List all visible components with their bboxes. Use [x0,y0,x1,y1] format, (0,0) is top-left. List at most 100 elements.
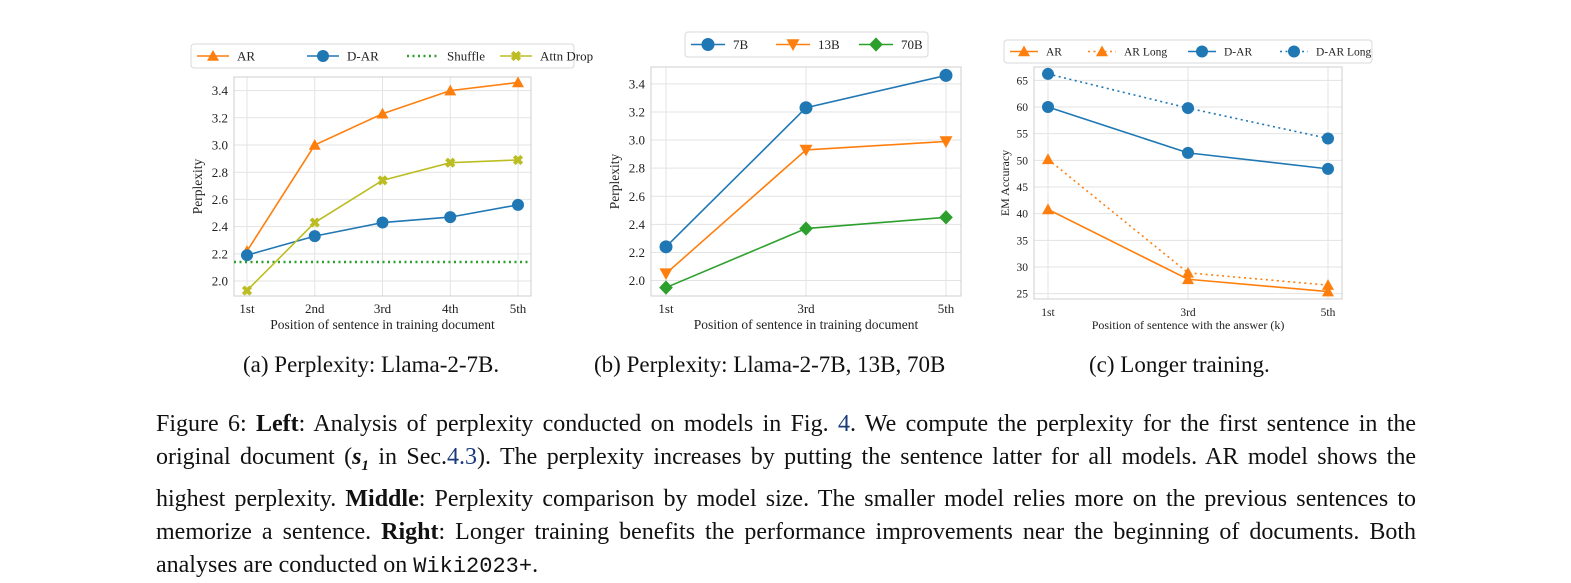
caption-text: . We compute the perplexity for the firs… [156,411,1417,470]
y-tick-label: 2.8 [212,165,228,180]
y-tick-label: 3.4 [212,83,229,98]
legend-marker [701,38,715,51]
y-tick-label: 2.4 [629,217,646,232]
legend-label: 7B [733,37,749,52]
series-d-ar [1042,101,1334,175]
data-point [659,280,673,295]
legend-label: D-AR [1224,47,1252,59]
x-tick-label: 2nd [305,301,325,316]
data-point [376,107,389,119]
legend-marker [1196,45,1208,58]
chart-3: 25 30 35 40 45 50 55 60 65 1st 3rd 5th Position of s… [998,39,1373,332]
data-point [1042,203,1054,215]
caption-text: . [532,551,539,578]
y-tick-label: 55 [1017,129,1029,141]
data-point [799,221,813,236]
figure-charts: 2.0 2.2 2.4 2.6 2.8 3.0 3.2 3.4 1st 2nd 3rd 4th 5th P… [190,31,1373,332]
legend-label: D-AR Long [1316,47,1372,59]
caption-text: : Perplexity comparison by model size. T… [156,485,1417,545]
caption-right-label: Right [381,518,439,545]
data-point [512,154,524,166]
data-point [1322,279,1334,290]
x-tick-label: 3rd [1180,307,1196,319]
x-tick-label: 3rd [797,301,815,316]
data-point [1322,132,1334,145]
y-tick-label: 60 [1017,102,1029,114]
y-axis-label: Perplexity [190,159,205,215]
caption-text: ). The perplexity increases by putting t… [156,444,1417,512]
x-tick-label: 1st [239,301,255,316]
y-tick-label: 2.4 [212,219,229,234]
data-point [1182,146,1194,159]
data-point [939,136,953,148]
legend-marker [786,39,800,51]
y-tick-label: 2.0 [212,274,228,289]
legend-marker [317,50,329,62]
data-point [939,210,953,225]
y-tick-label: 65 [1017,75,1029,87]
data-point [1322,162,1334,175]
y-tick-label: 30 [1017,262,1029,274]
math-s: s [352,444,362,470]
legend-box [190,43,575,69]
y-tick-label: 3.0 [212,138,228,153]
legend-label: 13B [818,37,840,52]
data-point [659,268,673,281]
y-tick-label: 40 [1017,209,1029,221]
data-point [799,144,813,157]
caption-figure-label: Figure 6: [156,411,247,437]
math-subscript: 1 [361,457,369,474]
data-point [659,240,673,254]
data-point [309,217,320,228]
plot-frame [650,66,962,297]
data-point [1322,285,1334,297]
x-axis-label: Position of sentence in training documen… [694,317,919,332]
y-tick-label: 25 [1017,289,1029,301]
data-point [445,157,456,168]
caption-left-label: Left [256,411,299,437]
series-attn-drop [241,154,524,296]
x-tick-label: 1st [658,301,674,316]
x-tick-label: 3rd [374,301,392,316]
y-tick-label: 2.6 [212,192,229,207]
chart-2: 2.0 2.2 2.4 2.6 2.8 3.0 3.2 3.4 1st 3rd 5th Positio… [607,31,962,332]
y-tick-label: 45 [1017,182,1029,194]
data-point [512,198,524,211]
data-point [1182,102,1194,115]
series-7b [659,68,953,254]
legend-label: Attn Drop [540,49,593,64]
chart-1: 2.0 2.2 2.4 2.6 2.8 3.0 3.2 3.4 1st 2nd 3rd 4th 5th P… [190,43,593,332]
legend-label: Shuffle [447,49,485,64]
data-point [1042,153,1054,165]
data-point [444,211,457,224]
plot-frame [233,76,532,297]
x-axis-label: Position of sentence in training documen… [270,317,495,332]
series-d-ar-long [1042,67,1334,145]
y-tick-label: 3.0 [629,133,645,148]
series-ar-long [1042,153,1334,290]
y-tick-label: 3.2 [212,110,228,125]
figure-reference-link[interactable]: 4 [837,411,850,437]
y-tick-label: 50 [1017,155,1029,167]
section-reference-link[interactable]: 4.3 [447,444,478,470]
subcaption-c: (c) Longer training. [1089,352,1270,377]
series-d-ar [241,198,524,262]
x-tick-label: 5th [510,301,527,316]
caption-text: : Analysis of perplexity conducted on mo… [298,411,829,437]
x-axis-label: Position of sentence with the answer (k) [1092,318,1285,332]
data-point [512,76,524,88]
legend-marker [1096,45,1108,57]
data-point [444,84,457,96]
data-point [1042,67,1054,80]
plot-frame [1033,66,1343,300]
data-point [308,139,321,150]
y-tick-label: 35 [1017,235,1029,247]
data-point [376,216,389,229]
y-tick-label: 2.0 [629,273,645,288]
data-point [241,249,253,262]
caption-text: : Longer training benefits the performan… [156,518,1416,578]
x-tick-label: 5th [1321,307,1336,319]
legend-label: 70B [901,37,923,52]
y-tick-label: 3.2 [629,105,645,120]
data-point [1042,101,1054,113]
